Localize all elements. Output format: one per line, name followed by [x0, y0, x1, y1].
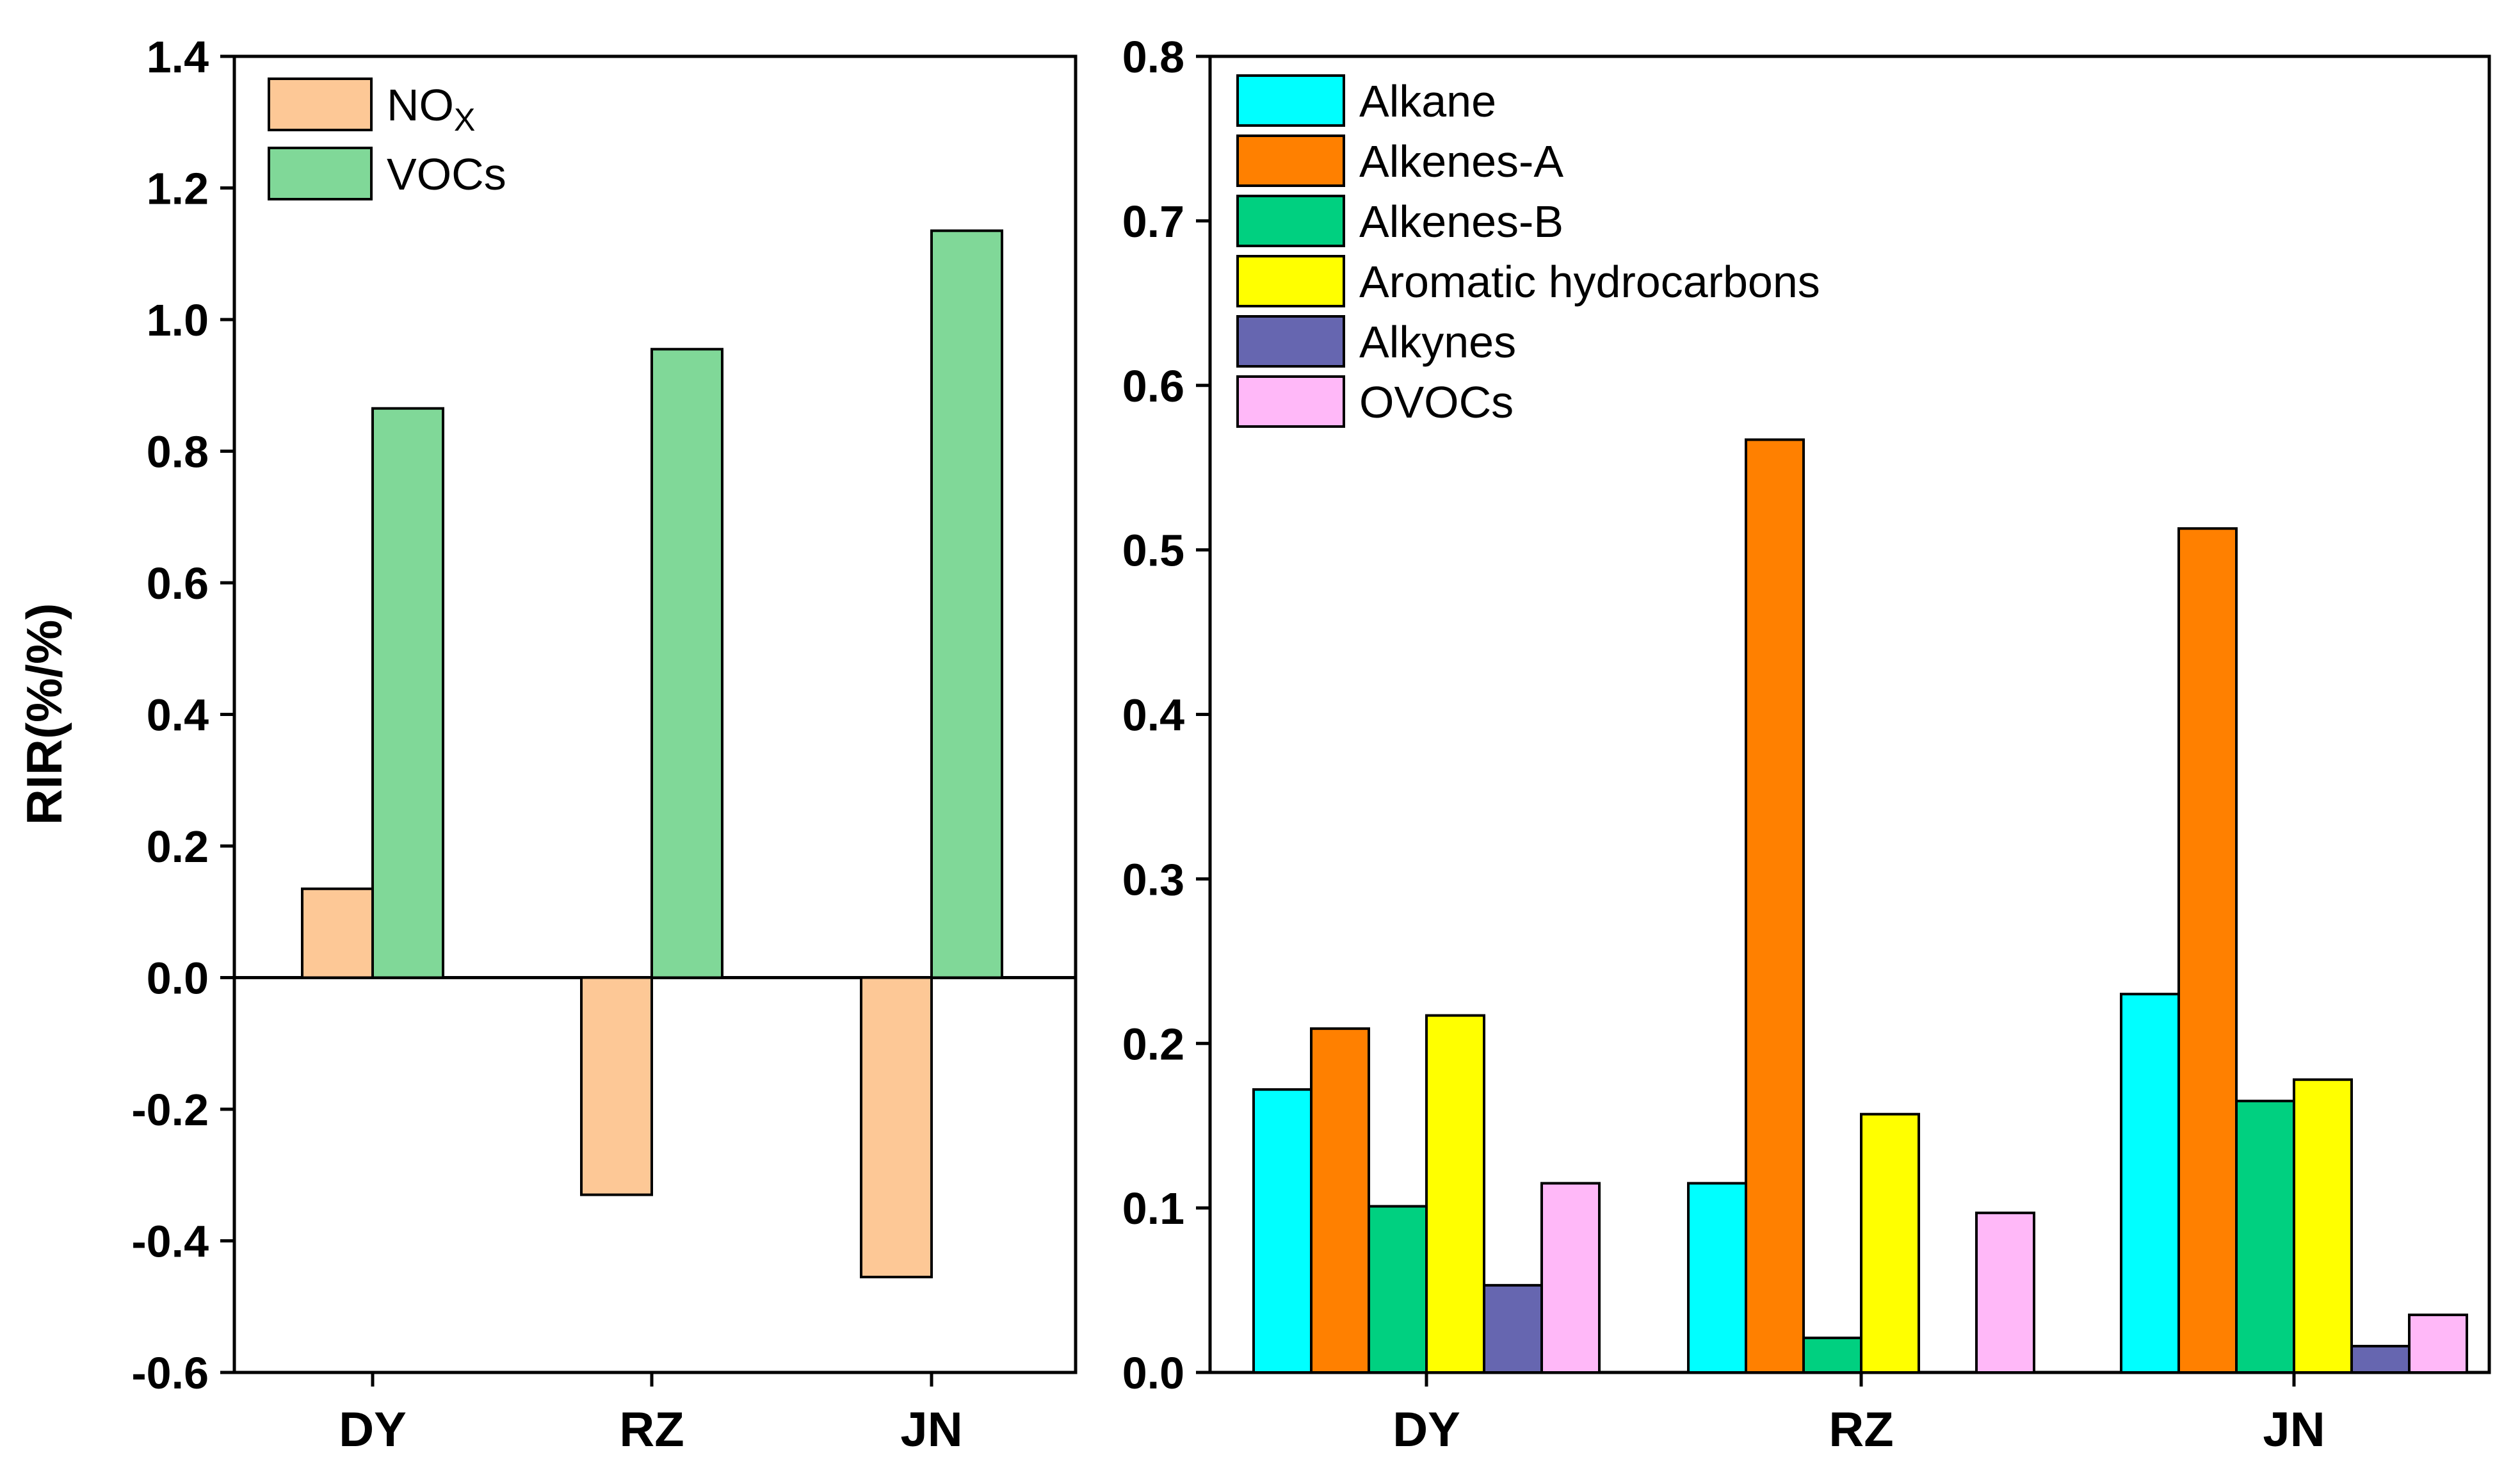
right-bar-alkenes-b-dy — [1368, 1205, 1428, 1374]
right-y-tick-label: 0.0 — [1122, 1348, 1184, 1398]
right-bar-alkenes-a-dy — [1310, 1027, 1370, 1374]
right-legend: Alkane Alkenes-A Alkenes-B Aromatic hydroca… — [1236, 74, 1820, 428]
legend-label-alkenes-a: Alkenes-A — [1359, 136, 1563, 186]
legend-label-alkenes-b: Alkenes-B — [1359, 197, 1563, 247]
right-bar-alkane-rz — [1687, 1182, 1747, 1374]
left-y-tick-label: 0.2 — [147, 822, 209, 872]
left-x-axis-labels: DY RZ JN — [339, 1403, 962, 1457]
left-y-tick-label: 0.6 — [147, 558, 209, 608]
right-bar-alkane-jn — [2120, 993, 2180, 1374]
legend-label-alkane: Alkane — [1359, 76, 1496, 126]
legend-label-text: OVOCs — [1359, 377, 1514, 427]
right-y-tick-label: 0.6 — [1122, 361, 1184, 411]
legend-label-text: Alkenes-B — [1359, 197, 1563, 247]
left-bars — [301, 229, 1003, 1387]
right-bar-aromatic-hydrocarbons-dy — [1425, 1014, 1485, 1374]
right-bar-ovocs-dy — [1540, 1182, 1601, 1374]
left-y-tick-label: 1.0 — [147, 295, 209, 345]
right-bar-alkenes-b-jn — [2235, 1100, 2295, 1374]
left-y-tick-label: -0.4 — [131, 1217, 209, 1267]
left-bar-no-rz — [580, 976, 653, 1196]
right-bar-ovocs-jn — [2408, 1314, 2468, 1374]
right-bar-alkenes-a-jn — [2177, 527, 2238, 1374]
left-bar-no-dy — [301, 887, 374, 979]
left-chart-panel: 1.4 1.2 1.0 0.8 0.6 0.4 0.2 0.0 -0.2 -0.4 -0.6 DY R… — [16, 32, 1078, 1457]
right-bar-alkenes-b-rz — [1802, 1337, 1862, 1374]
legend-label-text: NO — [387, 80, 454, 130]
left-x-tick-label-jn: JN — [900, 1403, 962, 1457]
legend-swatch-no — [268, 77, 373, 131]
right-bars — [1252, 438, 2468, 1387]
left-y-tick-label: -0.6 — [131, 1348, 209, 1398]
left-y-tick-label: 1.2 — [147, 164, 209, 214]
right-y-tick-label: 0.5 — [1122, 526, 1184, 576]
right-y-tick-label: 0.8 — [1122, 32, 1184, 82]
right-bar-alkynes-jn — [2350, 1344, 2411, 1374]
right-y-axis-ticks: 0.8 0.7 0.6 0.5 0.4 0.3 0.2 0.1 0.0 — [1122, 32, 1210, 1398]
right-x-tick-label-rz: RZ — [1829, 1403, 1893, 1457]
right-y-tick-label: 0.7 — [1122, 197, 1184, 247]
legend-swatch-alkynes — [1236, 315, 1345, 368]
left-y-tick-label: 0.0 — [147, 954, 209, 1004]
left-legend: NOX VOCs — [268, 77, 506, 200]
right-y-tick-label: 0.1 — [1122, 1184, 1184, 1233]
right-y-tick-label: 0.4 — [1122, 690, 1184, 740]
right-y-tick-label: 0.2 — [1122, 1019, 1184, 1069]
left-bar-no-jn — [860, 976, 933, 1279]
left-bar-vocs-jn — [930, 229, 1003, 979]
left-x-tick-label-dy: DY — [339, 1403, 407, 1457]
legend-label-no: NOX — [387, 80, 475, 138]
left-y-tick-label: 0.4 — [147, 690, 209, 740]
right-chart-panel: 0.8 0.7 0.6 0.5 0.4 0.3 0.2 0.1 0.0 DY RZ JN Alkan… — [1122, 32, 2491, 1457]
left-y-tick-label: -0.2 — [131, 1085, 209, 1135]
left-bar-vocs-rz — [650, 348, 723, 979]
legend-swatch-vocs — [268, 147, 373, 200]
left-x-tick-label-rz: RZ — [619, 1403, 684, 1457]
right-x-tick-label-jn: JN — [2263, 1403, 2325, 1457]
left-bar-vocs-dy — [371, 407, 444, 979]
legend-swatch-aromatic-hydrocarbons — [1236, 255, 1345, 307]
legend-label-text: Alkynes — [1359, 317, 1516, 367]
left-y-axis-ticks: 1.4 1.2 1.0 0.8 0.6 0.4 0.2 0.0 -0.2 -0.4 -0.6 — [131, 32, 234, 1398]
legend-label-ovocs: OVOCs — [1359, 377, 1514, 427]
right-bar-aromatic-hydrocarbons-rz — [1860, 1112, 1920, 1374]
legend-swatch-alkenes-a — [1236, 134, 1345, 187]
right-bar-ovocs-rz — [1975, 1211, 2035, 1374]
legend-label-text: Aromatic hydrocarbons — [1359, 257, 1820, 307]
legend-label-text: Alkenes-A — [1359, 136, 1563, 186]
right-bar-aromatic-hydrocarbons-jn — [2293, 1078, 2353, 1374]
right-y-tick-label: 0.3 — [1122, 854, 1184, 904]
legend-label-vocs: VOCs — [387, 149, 506, 199]
legend-label-alkynes: Alkynes — [1359, 317, 1516, 367]
legend-label-subscript: X — [454, 102, 475, 138]
legend-label-text: Alkane — [1359, 76, 1496, 126]
legend-swatch-alkenes-b — [1236, 195, 1345, 247]
legend-swatch-alkane — [1236, 74, 1345, 127]
left-y-axis-label: RIR(%/%) — [16, 603, 72, 826]
right-bar-alkynes-dy — [1483, 1283, 1543, 1374]
legend-label-aromatic-hydrocarbons: Aromatic hydrocarbons — [1359, 257, 1820, 307]
left-y-tick-label: 1.4 — [147, 32, 209, 82]
right-bar-alkane-dy — [1252, 1088, 1312, 1374]
left-y-tick-label: 0.8 — [147, 427, 209, 477]
right-x-tick-label-dy: DY — [1393, 1403, 1460, 1457]
right-bar-alkenes-a-rz — [1745, 438, 1805, 1374]
legend-label-text: VOCs — [387, 149, 506, 199]
legend-swatch-ovocs — [1236, 375, 1345, 428]
right-x-axis-labels: DY RZ JN — [1393, 1403, 2325, 1457]
